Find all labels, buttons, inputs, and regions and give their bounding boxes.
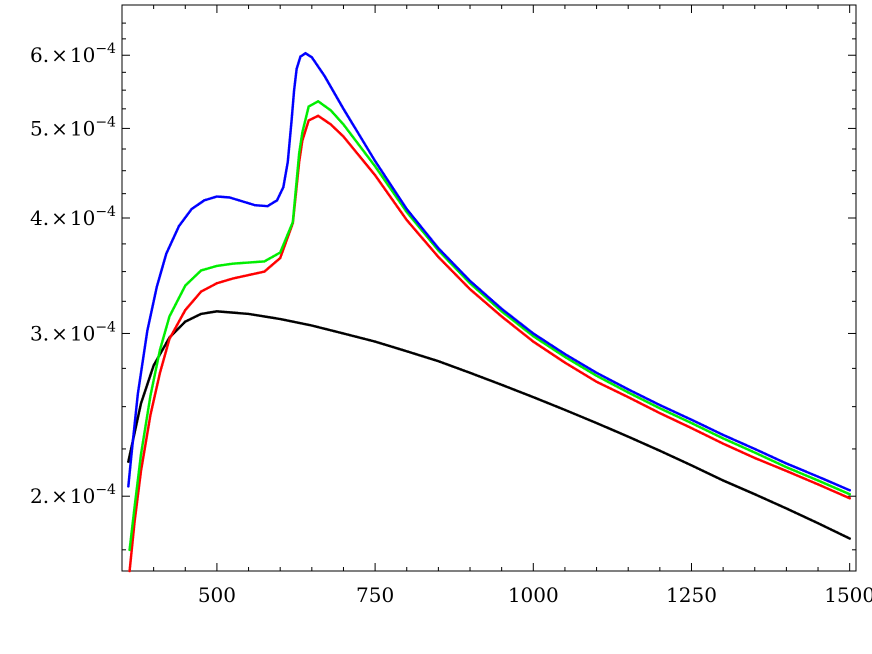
y-tick-label-part: −4: [95, 319, 116, 335]
series-0: [127, 310, 851, 540]
y-tick-label-part: 10: [70, 484, 95, 508]
y-tick-label-part: 10: [70, 43, 95, 67]
y-tick-label: 5. × 10−4: [30, 114, 116, 140]
y-tick-label-part: −4: [95, 204, 116, 220]
plot-frame: [121, 4, 857, 572]
y-tick-label-part: 10: [70, 116, 95, 140]
y-tick-label-part: −4: [95, 41, 116, 57]
y-tick-label-part: 10: [70, 321, 95, 345]
y-tick-label-part: 5.: [30, 116, 49, 140]
series-3: [127, 51, 851, 492]
y-tick-label-part: ×: [51, 43, 68, 67]
y-axis-tick-labels: 2. × 10−43. × 10−44. × 10−45. × 10−46. × 10−4: [30, 41, 116, 508]
x-tick-label: 750: [356, 583, 394, 607]
x-tick-label: 1000: [508, 583, 559, 607]
x-tick-label: 1250: [666, 583, 717, 607]
series-layer: [127, 51, 851, 573]
series-2: [128, 99, 851, 552]
y-tick-label-part: 2.: [30, 484, 49, 508]
y-tick-label-part: 10: [70, 206, 95, 230]
x-axis-tick-labels: 500 750 1000 1250 1500: [198, 583, 872, 607]
y-tick-label-part: ×: [51, 484, 68, 508]
x-tick-label: 1500: [824, 583, 872, 607]
y-tick-label-part: ×: [51, 321, 68, 345]
y-tick-label: 6. × 10−4: [30, 41, 116, 67]
data-point: [848, 537, 851, 540]
major-ticks: [122, 5, 856, 571]
minor-ticks: [122, 5, 856, 571]
y-tick-label-part: ×: [51, 206, 68, 230]
x-tick-label: 500: [198, 583, 236, 607]
y-tick-label-part: −4: [95, 114, 116, 130]
y-tick-label: 3. × 10−4: [30, 319, 116, 345]
y-tick-label: 2. × 10−4: [30, 482, 116, 508]
y-tick-label-part: −4: [95, 482, 116, 498]
series-1: [128, 114, 851, 573]
y-tick-label-part: 3.: [30, 321, 49, 345]
y-tick-label-part: 4.: [30, 206, 49, 230]
y-tick-label-part: ×: [51, 116, 68, 140]
data-point: [848, 488, 851, 492]
y-tick-label-part: 6.: [30, 43, 49, 67]
y-tick-label: 4. × 10−4: [30, 204, 116, 230]
data-point: [848, 492, 851, 496]
data-point: [848, 496, 851, 500]
